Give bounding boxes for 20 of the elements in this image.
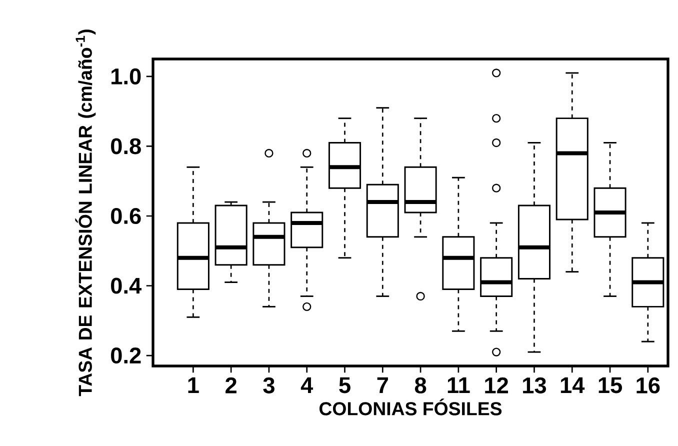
y-tick-label: 0.2 [111, 348, 141, 364]
x-tick-label: 16 [636, 377, 660, 394]
x-axis-title: COLONIAS FÓSILES [319, 398, 502, 416]
x-tick-label: 2 [226, 377, 236, 394]
x-tick-label: 15 [598, 377, 622, 394]
x-tick-label: 4 [300, 377, 314, 393]
y-tick-label: 0.6 [111, 208, 141, 224]
x-tick-label: 11 [448, 377, 470, 393]
y-tick-label: 1.0 [112, 68, 141, 84]
y-tick-label: 0.4 [111, 278, 142, 294]
x-tick-label: 13 [523, 377, 546, 394]
x-tick-label: 1 [188, 377, 199, 393]
y-axis-title: TASA DE EXTENSIÓN LINEAR (cm/año$^{-1}$) [75, 30, 96, 396]
x-tick-label: 7 [377, 377, 388, 393]
x-tick-label: 5 [339, 377, 350, 394]
x-tick-label: 8 [414, 377, 426, 394]
x-tick-label: 3 [263, 377, 274, 394]
x-tick-label: 12 [485, 377, 508, 394]
y-tick-label: 0.8 [111, 138, 141, 154]
x-tick-label: 14 [560, 377, 585, 393]
